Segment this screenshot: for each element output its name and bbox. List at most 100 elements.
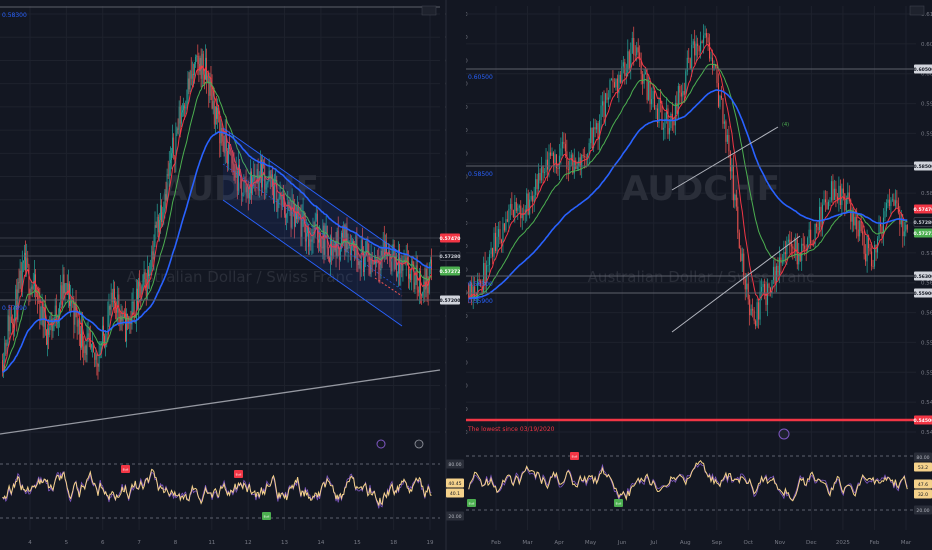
candle-body	[43, 307, 45, 327]
candle-body	[243, 180, 245, 196]
candle-body	[12, 322, 13, 325]
candle-body	[139, 281, 141, 287]
candle-body	[888, 199, 890, 207]
candle-body	[363, 252, 364, 273]
candle-body	[558, 155, 560, 169]
candle-body	[359, 261, 361, 269]
candle-body	[357, 261, 359, 265]
candle-body	[627, 51, 629, 74]
candle-body	[429, 259, 431, 264]
currency-button[interactable]	[909, 5, 925, 16]
candle-body	[417, 289, 419, 293]
y-tick-label: 0.56000	[921, 311, 932, 317]
candle-body	[179, 106, 181, 124]
candle-body	[26, 258, 28, 271]
candle-body	[246, 187, 248, 193]
candle-body	[811, 243, 813, 245]
candle-body	[350, 243, 352, 255]
candle-body	[630, 53, 632, 69]
currency-button[interactable]	[421, 5, 437, 16]
candle-body	[144, 272, 146, 280]
candle-body	[609, 80, 611, 98]
price-tag	[914, 228, 932, 238]
osc-marker[interactable]	[121, 465, 130, 473]
price-tag-label: 0.54500	[914, 418, 932, 424]
candle-body	[884, 211, 886, 218]
candle-body	[640, 59, 642, 74]
candle-body	[587, 154, 589, 158]
candle-body	[336, 230, 338, 257]
osc-marker[interactable]	[614, 499, 623, 507]
candle-body	[122, 311, 124, 321]
osc-marker[interactable]	[262, 512, 271, 520]
candle-body	[689, 58, 691, 69]
candle-body	[426, 268, 428, 288]
candle-body	[387, 253, 388, 256]
candle-body	[865, 253, 867, 262]
candle-body	[310, 239, 312, 242]
candle-body	[354, 246, 356, 258]
candle-body	[744, 279, 746, 290]
candle-body	[219, 113, 221, 144]
candle-body	[573, 160, 575, 174]
candle-body	[281, 194, 283, 206]
candle-body	[74, 302, 76, 325]
x-tick-label: 14	[317, 540, 324, 546]
candle-body	[48, 328, 50, 335]
support-trendline	[0, 369, 441, 435]
candle-body	[512, 210, 514, 218]
osc-marker[interactable]	[234, 470, 243, 478]
candle-body	[280, 193, 282, 206]
candle-body	[318, 239, 319, 243]
candle-body	[704, 33, 706, 36]
ma-mid-line	[468, 63, 908, 300]
candle-body	[7, 315, 9, 345]
candle-body	[472, 286, 474, 298]
candle-body	[645, 72, 647, 75]
price-tag	[439, 251, 461, 261]
candle-body	[38, 299, 40, 302]
candle-body	[618, 74, 620, 94]
candle-body	[633, 37, 635, 55]
candle-body	[665, 108, 667, 119]
candle-body	[564, 143, 566, 152]
price-tag	[440, 295, 460, 305]
candle-body	[151, 251, 153, 274]
watermark-name: Australian Dollar / Swiss Franc	[127, 268, 354, 286]
candle-body	[186, 101, 188, 108]
candle-body	[110, 292, 112, 310]
candle-body	[220, 127, 222, 144]
candle-body	[535, 179, 537, 195]
candle-body	[841, 188, 843, 205]
candle-body	[195, 57, 197, 65]
candle-body	[857, 229, 859, 237]
candle-body	[585, 157, 587, 158]
candle-body	[593, 127, 595, 149]
candle-body	[175, 133, 177, 160]
candle-body	[76, 310, 78, 327]
flag-icon[interactable]	[414, 439, 424, 449]
wedge-lower	[671, 235, 801, 333]
candle-body	[780, 257, 782, 264]
candle-body	[302, 211, 304, 216]
event-icon[interactable]	[376, 439, 386, 449]
candle-body	[115, 303, 116, 308]
candle-body	[474, 286, 476, 299]
channel-upper	[222, 127, 403, 255]
candle-body	[655, 108, 657, 110]
candle-body	[50, 319, 52, 327]
osc-marker[interactable]	[570, 452, 579, 460]
osc-marker[interactable]	[467, 499, 476, 507]
candle-body	[761, 286, 763, 292]
candle-body	[555, 154, 557, 169]
candle-body	[819, 206, 821, 231]
candle-body	[5, 342, 7, 346]
candle-body	[643, 74, 645, 84]
candle-body	[731, 164, 733, 172]
candle-body	[169, 159, 171, 164]
candle-body	[878, 223, 880, 239]
candle-body	[859, 221, 861, 237]
event-icon[interactable]	[778, 428, 790, 440]
candle-body	[123, 311, 125, 314]
candle-body	[207, 75, 209, 81]
